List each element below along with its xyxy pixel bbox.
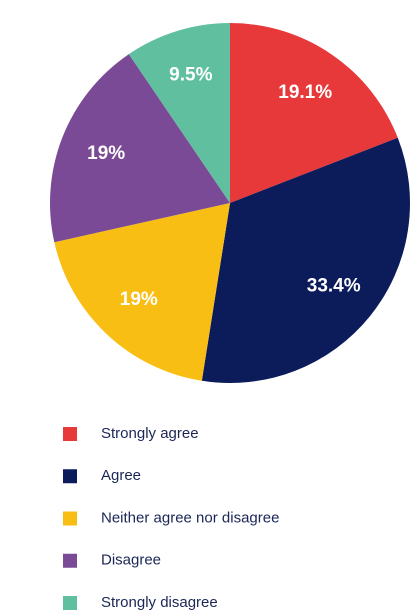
pie-slice [50, 54, 231, 243]
legend-swatch [63, 553, 77, 568]
legend-swatch [63, 511, 77, 526]
value-label: 19.1% [278, 82, 332, 103]
legend-label: Strongly agree [101, 425, 199, 442]
value-label: 19% [87, 143, 125, 164]
legend-label: Disagree [101, 552, 161, 569]
pie-slice [230, 23, 398, 203]
value-label: 19% [120, 289, 158, 310]
legend-label: Strongly disagree [101, 594, 218, 611]
legend-swatch [63, 469, 77, 484]
legend-label: Agree [101, 467, 141, 484]
pie-slice [54, 203, 230, 381]
legend-label: Neither agree nor disagree [101, 509, 279, 526]
value-label: 9.5% [169, 65, 212, 86]
legend-swatch [63, 596, 77, 610]
value-label: 33.4% [307, 276, 361, 297]
legend-swatch [63, 427, 77, 441]
pie-slice [201, 137, 410, 383]
pie-slice [128, 23, 230, 203]
